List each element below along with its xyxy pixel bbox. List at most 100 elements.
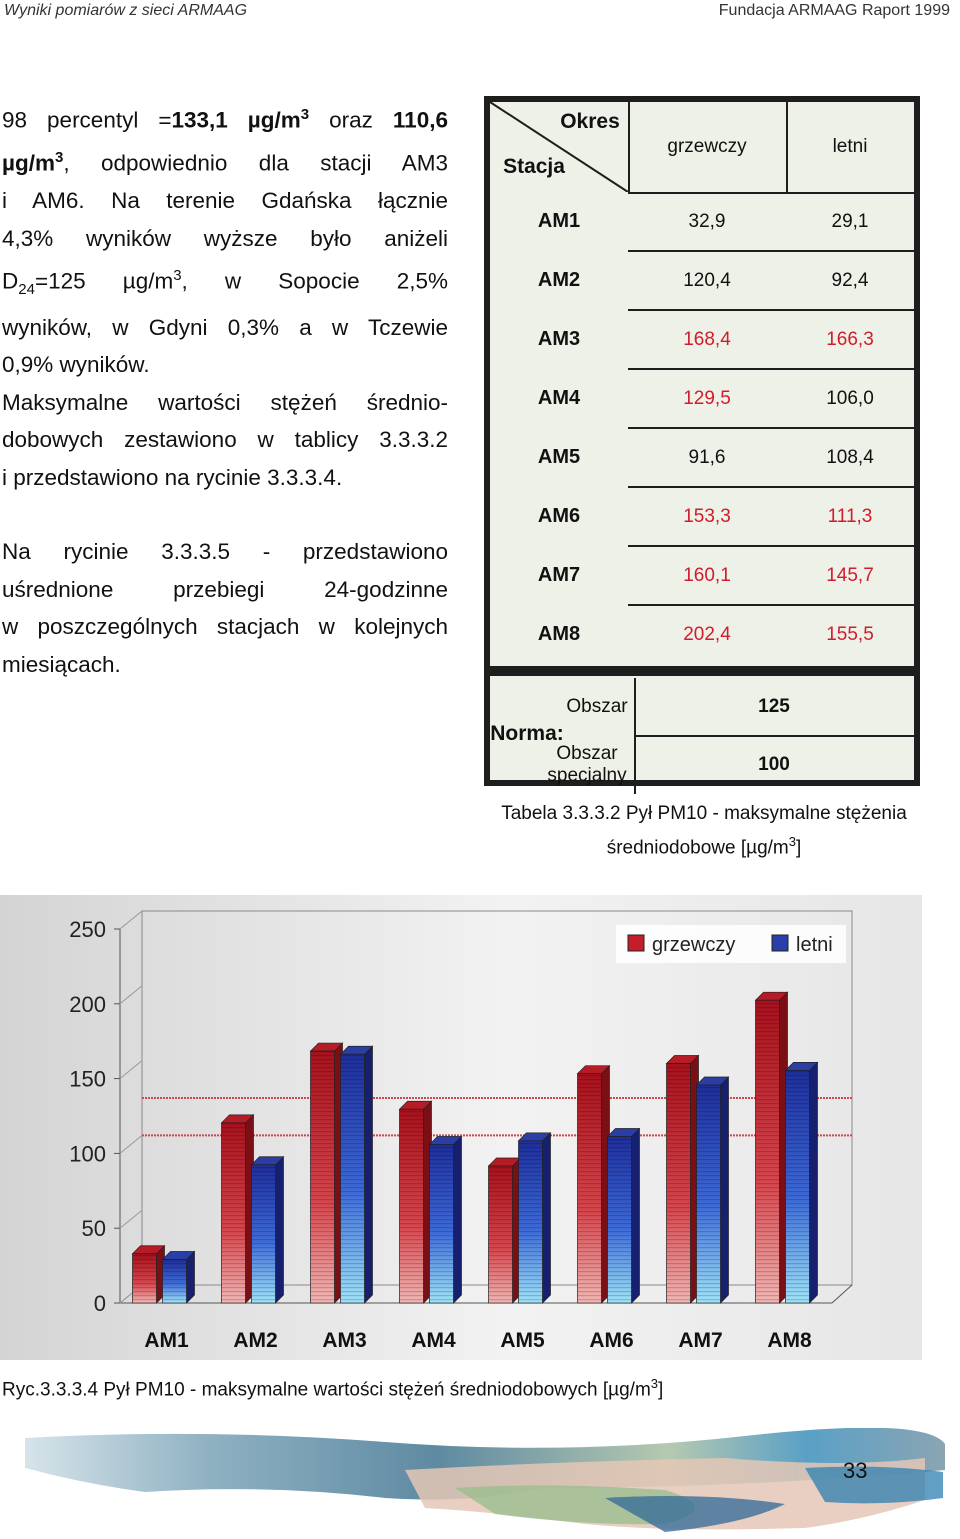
table-station-label: AM2 [537, 269, 581, 291]
text-line: 98 percentyl =133,1 µg/m3 oraz 110,6 [2, 96, 448, 139]
bar-side-letni [275, 1155, 284, 1304]
table-value-letni: 155,5 [826, 623, 874, 645]
norma-obszar-spec-line: Obszar [556, 743, 618, 764]
bar-texture [429, 1144, 454, 1303]
bar-side-letni [809, 1061, 818, 1304]
text-span: ] [796, 837, 802, 859]
table-station-label: AM4 [537, 387, 581, 409]
y-tick-diag [119, 1209, 143, 1229]
text-span: , w Sopocie 2,5% [181, 268, 448, 294]
bar-side-letni [453, 1135, 462, 1304]
text-line: dobowych zestawiono w tablicy 3.3.3.2 [2, 427, 448, 452]
text-bold: 133,1 µg/m [171, 107, 301, 133]
x-tick-label: AM7 [678, 1329, 722, 1352]
norma-special-value: 100 [758, 754, 790, 775]
table-station-label: AM7 [537, 564, 581, 586]
table-value-letni: 92,4 [831, 269, 869, 291]
table-value-letni: 145,7 [826, 564, 874, 586]
text-line: miesiącach. [2, 651, 121, 677]
text-sup: 3 [650, 1376, 658, 1391]
table-caption: Tabela 3.3.3.2 Pył PM10 - maksymalne stę… [484, 800, 924, 862]
legend-swatch-grzewczy [627, 934, 645, 952]
text-line: i AM6. Na terenie Gdańska łącznie [2, 188, 448, 213]
text-span: ] [658, 1379, 664, 1401]
bar-side-letni [542, 1131, 551, 1304]
table-rule [786, 102, 788, 192]
y-tick-label: 150 [69, 1067, 106, 1092]
body-text: 98 percentyl =133,1 µg/m3 oraz 110,6 µg/… [2, 96, 448, 683]
table-value-grzewczy: 160,1 [683, 564, 731, 586]
y-tick-diag [119, 1135, 143, 1154]
bar-texture [577, 1073, 602, 1303]
table-value-grzewczy: 91,6 [688, 446, 726, 468]
text-line: Maksymalne wartości stężeń średnio- [2, 389, 448, 415]
norma-label: Norma: [490, 722, 564, 745]
text-line: wyników, w Gdyni 0,3% a w Tczewie [2, 314, 448, 340]
bar-texture [340, 1054, 365, 1303]
table-value-grzewczy: 168,4 [683, 328, 731, 350]
y-tick-label: 50 [82, 1216, 106, 1241]
header-letni: letni [832, 136, 868, 157]
header-okres: Okres [560, 110, 620, 133]
text-span: , odpowiednio dla stacji AM3 [63, 150, 448, 176]
table-value-grzewczy: 32,9 [688, 210, 726, 232]
text-sup: 3 [300, 106, 310, 123]
y-tick-diag [119, 1060, 143, 1079]
text-span: oraz [309, 107, 393, 133]
text-span: =125 µg/m [34, 268, 174, 294]
table-value-grzewczy: 129,5 [683, 387, 731, 409]
x-tick-label: AM8 [767, 1329, 812, 1352]
legend-swatch-letni [771, 934, 789, 952]
bar-texture [785, 1070, 810, 1303]
table-rule [628, 192, 914, 194]
text-sup: 3 [788, 834, 796, 849]
text-bold: µg/m [2, 150, 55, 176]
table-station-label: AM8 [537, 623, 581, 645]
data-table-body: Okres Stacja grzewczy letni AM1 32,9 29,1 AM2 12… [490, 102, 914, 794]
norma-obszar-label: Obszar [566, 696, 628, 717]
table-station-label: AM6 [537, 505, 581, 527]
decorative-color-band [25, 1428, 945, 1532]
bar-side-letni [186, 1250, 195, 1304]
text-span: Ryc.3.3.3.4 Pył PM10 - maksymalne wartoś… [2, 1379, 651, 1401]
text-span: D [2, 268, 19, 294]
table-station-label: AM3 [537, 328, 581, 350]
text-line: w poszczególnych stacjach w kolejnych [2, 614, 448, 639]
table-value-grzewczy: 202,4 [683, 623, 731, 645]
x-tick-label: AM6 [589, 1329, 633, 1352]
bar-texture [251, 1164, 276, 1303]
header-right: Fundacja ARMAAG Raport 1999 [718, 2, 950, 19]
table-value-letni: 106,0 [826, 387, 874, 409]
legend-box [616, 925, 846, 963]
norma-obszar-spec-line: specjalny [547, 765, 627, 786]
text-sup: 3 [173, 267, 182, 284]
table-rule [628, 604, 914, 606]
page-number: 33 [843, 1458, 868, 1483]
table-rule [628, 486, 914, 488]
table-rule [628, 102, 630, 192]
table-caption-line2: średniodobowe [µg/m3] [484, 828, 924, 862]
figure-caption: Ryc.3.3.3.4 Pył PM10 - maksymalne wartoś… [2, 1376, 663, 1401]
bar-texture [399, 1109, 424, 1303]
bar-texture [488, 1165, 513, 1303]
norma-value: 125 [758, 696, 790, 717]
x-tick-label: AM1 [144, 1329, 189, 1352]
header-stacja: Stacja [503, 155, 565, 178]
x-tick-label: AM3 [322, 1329, 366, 1352]
table-rule [628, 545, 914, 547]
table-value-letni: 29,1 [831, 210, 869, 232]
table-rule [490, 666, 914, 676]
table-caption-line1: Tabela 3.3.3.2 Pył PM10 - maksymalne stę… [501, 803, 907, 824]
text-line: Na rycinie 3.3.3.5 - przedstawiono [2, 539, 448, 564]
table-value-letni: 166,3 [826, 328, 874, 350]
y-tick-label: 0 [94, 1291, 106, 1316]
text-sub: 24 [18, 281, 35, 298]
y-tick-label: 250 [69, 917, 106, 942]
bar-texture [310, 1051, 335, 1303]
table-value-letni: 108,4 [826, 446, 874, 468]
y-tick-diag [119, 910, 143, 930]
x-tick-label: AM2 [233, 1329, 277, 1352]
floor-edge [831, 1284, 853, 1304]
text-line: µg/m3, odpowiednio dla stacji AM3 [2, 139, 448, 182]
data-table: Okres Stacja grzewczy letni AM1 32,9 29,1 AM2 12… [484, 96, 920, 794]
